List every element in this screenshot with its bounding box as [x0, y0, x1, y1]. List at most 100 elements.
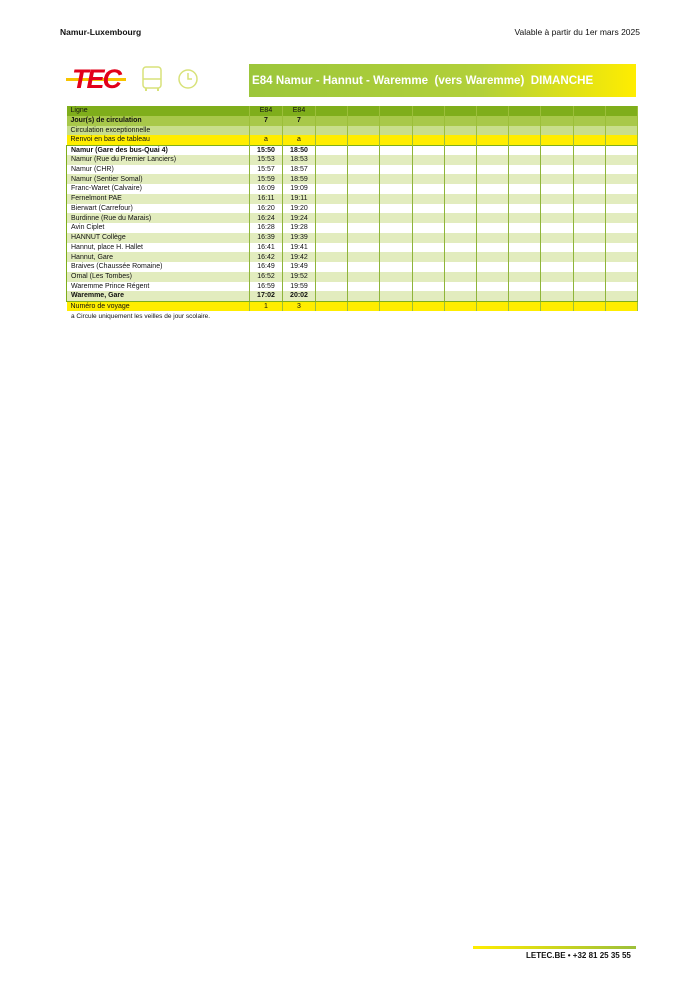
cell-value: 15:50: [249, 144, 283, 155]
footer-bar: [473, 946, 636, 949]
cell-value: 16:39: [249, 232, 283, 243]
empty-cell: [508, 164, 542, 175]
cell-value: [249, 125, 283, 136]
empty-cell: [540, 164, 574, 175]
cell-value: 18:59: [282, 174, 316, 184]
empty-cell: [605, 106, 638, 116]
stop-row: Namur (CHR) 15:57 18:57: [66, 164, 638, 175]
empty-cell: [605, 281, 638, 292]
empty-cell: [347, 125, 381, 136]
empty-cell: [347, 144, 381, 155]
stop-row: Hannut, Gare 16:42 19:42: [66, 252, 638, 262]
row-label: Namur (Gare des bus-Quai 4): [66, 144, 250, 155]
empty-cell: [540, 135, 574, 145]
empty-cell: [412, 281, 445, 292]
empty-cell: [347, 106, 381, 116]
empty-cell: [540, 271, 574, 282]
empty-cell: [412, 223, 445, 233]
empty-cell: [605, 232, 638, 243]
empty-cell: [379, 281, 413, 292]
cell-value: 16:24: [249, 213, 283, 223]
empty-cell: [444, 135, 477, 145]
cell-value: 16:11: [249, 193, 283, 204]
empty-cell: [605, 203, 638, 214]
empty-cell: [379, 262, 413, 272]
row-label: Jour(s) de circulation: [66, 115, 250, 126]
empty-cell: [540, 184, 574, 194]
empty-cell: [412, 115, 445, 126]
empty-cell: [347, 115, 381, 126]
empty-cell: [412, 154, 445, 165]
row-label: Burdinne (Rue du Marais): [66, 213, 250, 223]
empty-cell: [412, 252, 445, 262]
empty-cell: [412, 193, 445, 204]
empty-cell: [540, 252, 574, 262]
empty-cell: [605, 301, 638, 311]
empty-cell: [315, 301, 349, 311]
cell-value: 19:28: [282, 223, 316, 233]
empty-cell: [508, 203, 542, 214]
empty-cell: [476, 291, 510, 302]
empty-cell: [508, 271, 542, 282]
row-label: Hannut, Gare: [66, 252, 250, 262]
empty-cell: [573, 291, 606, 302]
empty-cell: [315, 223, 349, 233]
row-label: Franc-Waret (Calvaire): [66, 184, 250, 194]
empty-cell: [347, 281, 381, 292]
tec-logo: TEC: [66, 64, 126, 94]
meta-row: Jour(s) de circulation 7 7: [66, 115, 638, 126]
row-label: Namur (Sentier Somal): [66, 174, 250, 184]
empty-cell: [379, 223, 413, 233]
empty-cell: [412, 262, 445, 272]
empty-cell: [605, 252, 638, 262]
stop-row: Namur (Rue du Premier Lanciers) 15:53 18:5…: [66, 154, 638, 165]
cell-value: 15:59: [249, 174, 283, 184]
empty-cell: [573, 271, 606, 282]
empty-cell: [412, 271, 445, 282]
cell-value: 19:09: [282, 184, 316, 194]
empty-cell: [476, 184, 510, 194]
cell-value: 17:02: [249, 291, 283, 302]
empty-cell: [573, 242, 606, 253]
empty-cell: [605, 193, 638, 204]
empty-cell: [508, 174, 542, 184]
empty-cell: [444, 301, 477, 311]
cell-value: 16:42: [249, 252, 283, 262]
cell-value: 16:49: [249, 262, 283, 272]
empty-cell: [444, 281, 477, 292]
empty-cell: [315, 203, 349, 214]
empty-cell: [315, 252, 349, 262]
stop-row: HANNUT Collège 16:39 19:39: [66, 232, 638, 243]
bus-icon: [142, 66, 162, 91]
empty-cell: [379, 135, 413, 145]
row-label: Numéro de voyage: [66, 301, 250, 311]
empty-cell: [540, 154, 574, 165]
cell-value: 19:20: [282, 203, 316, 214]
cell-value: 19:39: [282, 232, 316, 243]
empty-cell: [412, 291, 445, 302]
empty-cell: [379, 125, 413, 136]
stop-row: Franc-Waret (Calvaire) 16:09 19:09: [66, 184, 638, 194]
empty-cell: [573, 213, 606, 223]
empty-cell: [605, 164, 638, 175]
empty-cell: [379, 184, 413, 194]
stop-row: Namur (Sentier Somal) 15:59 18:59: [66, 174, 638, 184]
empty-cell: [573, 184, 606, 194]
stop-row: Braives (Chaussée Romaine) 16:49 19:49: [66, 262, 638, 272]
empty-cell: [347, 184, 381, 194]
empty-cell: [605, 115, 638, 126]
empty-cell: [540, 223, 574, 233]
empty-cell: [315, 232, 349, 243]
trip-number-row: Numéro de voyage 1 3: [66, 301, 638, 311]
empty-cell: [315, 174, 349, 184]
empty-cell: [476, 223, 510, 233]
empty-cell: [605, 291, 638, 302]
empty-cell: [476, 232, 510, 243]
empty-cell: [476, 106, 510, 116]
empty-cell: [444, 144, 477, 155]
empty-cell: [315, 281, 349, 292]
empty-cell: [605, 184, 638, 194]
empty-cell: [508, 242, 542, 253]
region-label: Namur-Luxembourg: [60, 27, 142, 37]
